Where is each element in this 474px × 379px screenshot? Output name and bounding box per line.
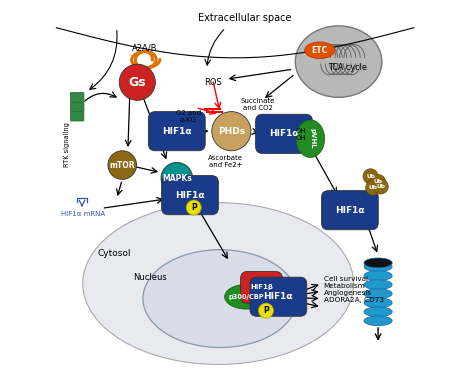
Text: HIF1β: HIF1β <box>250 284 273 290</box>
Circle shape <box>186 200 201 215</box>
Ellipse shape <box>364 298 392 308</box>
Ellipse shape <box>364 280 392 290</box>
Text: OH: OH <box>295 135 306 141</box>
Text: Extracellular space: Extracellular space <box>198 13 292 23</box>
FancyBboxPatch shape <box>148 112 205 151</box>
Text: ETC: ETC <box>311 46 328 55</box>
Circle shape <box>212 112 251 151</box>
FancyBboxPatch shape <box>250 277 307 316</box>
Ellipse shape <box>143 250 297 348</box>
Circle shape <box>373 179 388 194</box>
Circle shape <box>365 180 381 195</box>
Text: mTOR: mTOR <box>109 161 135 169</box>
Text: Ub: Ub <box>366 174 375 179</box>
Text: Ub: Ub <box>376 184 385 189</box>
Ellipse shape <box>305 42 335 59</box>
Ellipse shape <box>295 26 382 97</box>
Text: Cell survival
Metabolism
Angiogenesis
ADORA2A, CD73: Cell survival Metabolism Angiogenesis AD… <box>324 276 383 303</box>
FancyBboxPatch shape <box>70 102 84 112</box>
Text: Ub: Ub <box>374 180 383 185</box>
Text: ROS: ROS <box>204 78 221 87</box>
Text: HIF1α: HIF1α <box>264 292 293 301</box>
Text: p300/CBP: p300/CBP <box>228 294 264 300</box>
Circle shape <box>161 163 192 194</box>
Ellipse shape <box>364 316 392 326</box>
Ellipse shape <box>364 258 392 268</box>
Ellipse shape <box>364 289 392 299</box>
FancyBboxPatch shape <box>241 271 283 303</box>
FancyBboxPatch shape <box>70 111 84 121</box>
Text: pVHL: pVHL <box>309 128 315 149</box>
Ellipse shape <box>364 262 392 271</box>
Text: P: P <box>263 306 269 315</box>
Text: O2 and
α-KG: O2 and α-KG <box>175 110 201 123</box>
Text: HIF1α mRNA: HIF1α mRNA <box>61 211 105 217</box>
Text: MAPKs: MAPKs <box>162 174 191 183</box>
Circle shape <box>108 151 137 179</box>
Text: Succinate
and CO2: Succinate and CO2 <box>240 98 275 111</box>
Text: PHDs: PHDs <box>218 127 245 136</box>
Text: HIF1α: HIF1α <box>269 129 299 138</box>
Circle shape <box>119 64 155 100</box>
Ellipse shape <box>83 203 354 365</box>
Text: OH: OH <box>295 128 306 134</box>
Circle shape <box>371 174 386 190</box>
Text: TCA cycle: TCA cycle <box>328 63 367 72</box>
Ellipse shape <box>296 120 325 158</box>
Text: Ascorbate
and Fe2+: Ascorbate and Fe2+ <box>208 155 243 168</box>
Ellipse shape <box>364 307 392 317</box>
Ellipse shape <box>364 271 392 280</box>
FancyBboxPatch shape <box>255 114 312 153</box>
Text: Nucleus: Nucleus <box>134 273 167 282</box>
Text: P: P <box>191 203 197 212</box>
Circle shape <box>258 303 273 318</box>
Circle shape <box>363 169 378 184</box>
Text: Ub: Ub <box>369 185 378 190</box>
Ellipse shape <box>225 284 268 309</box>
Text: HIF1α: HIF1α <box>175 191 205 200</box>
FancyBboxPatch shape <box>70 92 84 102</box>
Text: A2A/B: A2A/B <box>132 44 157 53</box>
FancyBboxPatch shape <box>321 191 378 230</box>
Text: HIF1α: HIF1α <box>335 206 365 215</box>
Text: HIF1α: HIF1α <box>162 127 191 136</box>
Text: Gs: Gs <box>128 76 146 89</box>
FancyBboxPatch shape <box>162 175 219 215</box>
Text: Cytosol: Cytosol <box>98 249 131 258</box>
Text: RTK signaling: RTK signaling <box>64 122 70 167</box>
